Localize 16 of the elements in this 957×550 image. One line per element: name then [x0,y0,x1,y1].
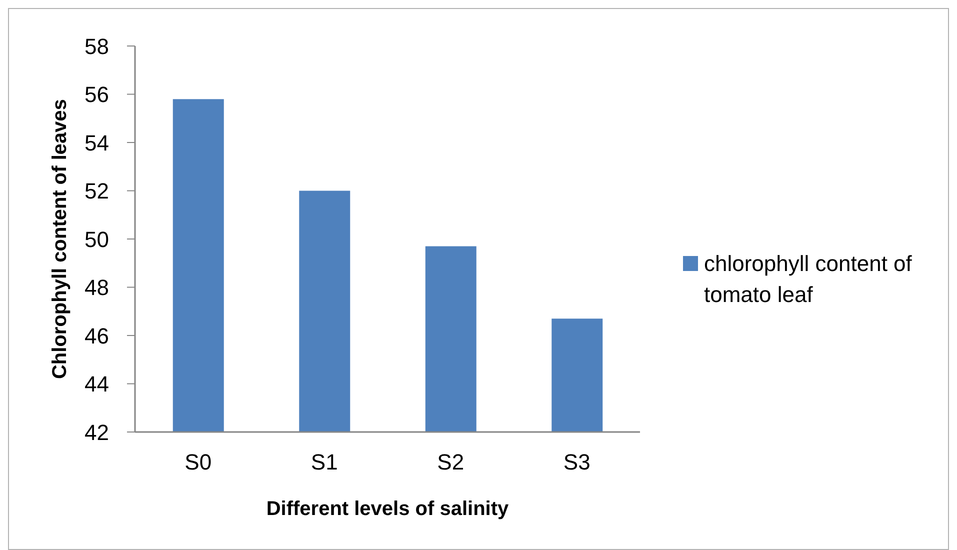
y-tick-label: 46 [84,323,109,348]
x-tick-label: S3 [563,450,590,475]
y-tick-label: 44 [84,372,109,397]
y-tick-label: 50 [84,226,109,252]
legend-label: chlorophyll content of tomato leaf [704,250,913,309]
y-tick-label: 58 [84,34,109,59]
y-tick-label: 56 [84,82,109,108]
x-axis-title: Different levels of salinity [266,498,510,520]
y-tick-label: 48 [84,275,109,300]
y-tick-label: 52 [84,178,109,204]
y-tick-label: 54 [84,130,109,156]
x-tick-label: S2 [437,450,464,475]
x-tick-label: S1 [310,450,338,475]
x-tick-label: S0 [184,450,212,475]
y-axis-title: Chlorophyll content of leaves [49,98,71,380]
y-tick-label: 42 [84,420,109,445]
